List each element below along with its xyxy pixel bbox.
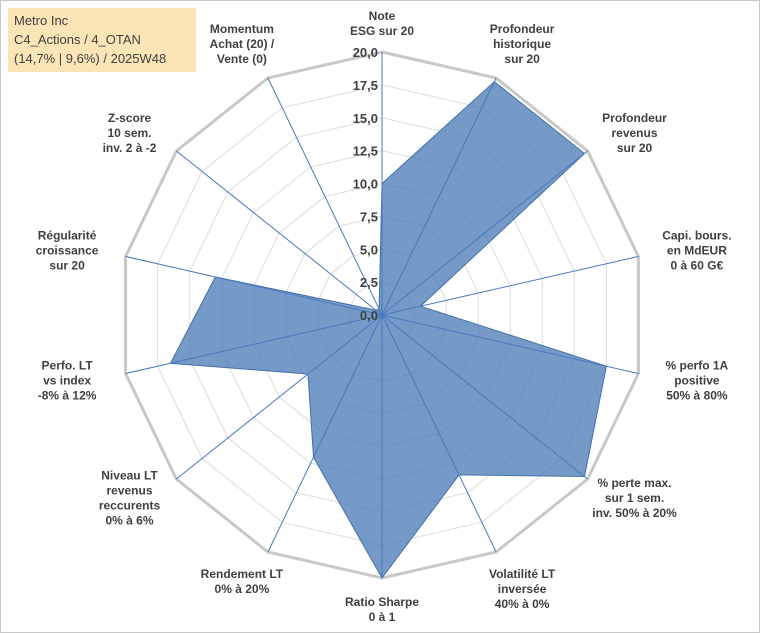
tick-label: 15,0 xyxy=(353,111,378,126)
axis-label-line: vs index xyxy=(43,374,91,388)
axis-label-line: 0% à 20% xyxy=(215,582,270,596)
axis-label-line: Perfo. LT xyxy=(42,359,94,373)
axis-label-line: sur 1 sem. xyxy=(605,491,664,505)
axis-label-line: sur 20 xyxy=(49,258,85,272)
axis-label-line: inv. 2 à -2 xyxy=(103,141,157,155)
tick-label: 0,0 xyxy=(360,308,378,323)
axis-label-line: Profondeur xyxy=(602,111,667,125)
axis-label: Note ESG sur 20 xyxy=(350,9,414,38)
axis-label: Ratio Sharpe 0 à 1 xyxy=(345,595,419,624)
tick-label: 10,0 xyxy=(353,177,378,192)
category-labels: Note ESG sur 20 Profondeur historique sur 20… xyxy=(36,9,732,624)
axis-label-line: Capi. bours. xyxy=(662,228,731,242)
axis-label: Capi. bours. en MdEUR 0 à 60 G€ xyxy=(662,228,731,272)
tick-label: 5,0 xyxy=(360,242,378,257)
axis-label: Régularité croissance sur 20 xyxy=(36,228,99,272)
axis-label-line: Profondeur xyxy=(490,22,555,36)
axis-label-line: reccurents xyxy=(99,499,161,513)
axis-label-line: croissance xyxy=(36,243,99,257)
axis-spoke xyxy=(176,150,383,316)
performance-week: (14,7% | 9,6%) / 2025W48 xyxy=(14,51,167,66)
tick-label: 12,5 xyxy=(353,144,378,159)
radial-tick-labels: 0,0 2,5 5,0 7,5 10,0 12,5 15,0 17,5 20,0 xyxy=(353,45,378,323)
axis-label: Z-score 10 sem. inv. 2 à -2 xyxy=(103,111,157,155)
tick-label: 2,5 xyxy=(360,275,378,290)
axis-spoke xyxy=(381,77,497,316)
axis-label-line: revenus xyxy=(611,126,657,140)
axis-label: % perfo 1A positive 50% à 80% xyxy=(666,359,729,403)
axis-label: Perfo. LT vs index -8% à 12% xyxy=(38,359,97,403)
axis-label-line: Achat (20) / xyxy=(210,37,275,51)
axis-label-line: 0 à 1 xyxy=(369,610,396,624)
axis-spoke xyxy=(125,256,383,316)
axis-label: Rendement LT 0% à 20% xyxy=(201,567,284,596)
axis-label-line: -8% à 12% xyxy=(38,389,97,403)
axis-label-line: 0 à 60 G€ xyxy=(671,258,724,272)
tick-label: 20,0 xyxy=(353,45,378,60)
axis-label-line: en MdEUR xyxy=(667,243,727,257)
axis-label-line: 40% à 0% xyxy=(495,597,550,611)
portfolio-name: C4_Actions / 4_OTAN xyxy=(14,32,141,47)
axis-label-line: % perte max. xyxy=(597,476,671,490)
info-box: Metro Inc C4_Actions / 4_OTAN (14,7% | 9… xyxy=(8,8,196,72)
radar-series xyxy=(169,80,607,579)
axis-label-line: 0% à 6% xyxy=(105,514,153,528)
axis-label-line: Vente (0) xyxy=(217,52,267,66)
axis-label-line: Ratio Sharpe xyxy=(345,595,419,609)
axis-spoke xyxy=(381,150,588,316)
axis-label: Momentum Achat (20) / Vente (0) xyxy=(210,22,275,66)
axis-label-line: positive xyxy=(674,374,720,388)
axis-label: Volatilité LT inversée 40% à 0% xyxy=(489,567,556,611)
axis-spoke xyxy=(381,314,639,374)
axis-label-line: inv. 50% à 20% xyxy=(592,506,677,520)
axis-label-line: Note xyxy=(369,9,396,23)
radar-axes xyxy=(125,52,639,578)
axis-label-line: revenus xyxy=(106,484,152,498)
axis-label-line: 50% à 80% xyxy=(666,389,728,403)
axis-label-line: sur 20 xyxy=(617,141,653,155)
axis-label-line: Momentum xyxy=(210,22,274,36)
axis-label-line: historique xyxy=(493,37,551,51)
series-area xyxy=(169,80,607,579)
tick-label: 17,5 xyxy=(353,78,378,93)
axis-label-line: % perfo 1A xyxy=(666,359,729,373)
axis-label-line: inversée xyxy=(498,582,547,596)
axis-label-line: Volatilité LT xyxy=(489,567,556,581)
axis-label-line: sur 20 xyxy=(504,52,540,66)
axis-spoke xyxy=(267,314,383,553)
axis-spoke xyxy=(381,314,497,553)
tick-label: 7,5 xyxy=(360,209,378,224)
axis-label: Profondeur revenus sur 20 xyxy=(602,111,667,155)
axis-label-line: Z-score xyxy=(108,111,152,125)
axis-label-line: 10 sem. xyxy=(107,126,151,140)
axis-label-line: Régularité xyxy=(38,228,97,242)
axis-spoke xyxy=(125,314,383,374)
axis-label-line: ESG sur 20 xyxy=(350,24,414,38)
axis-label: Niveau LT revenus reccurents 0% à 6% xyxy=(99,469,161,528)
axis-label-line: Rendement LT xyxy=(201,567,284,581)
axis-label: % perte max. sur 1 sem. inv. 50% à 20% xyxy=(592,476,677,520)
axis-spoke xyxy=(381,314,588,480)
axis-spoke xyxy=(267,77,383,316)
axis-spoke xyxy=(381,256,639,316)
company-name: Metro Inc xyxy=(14,13,69,28)
axis-label: Profondeur historique sur 20 xyxy=(490,22,555,66)
axis-label-line: Niveau LT xyxy=(101,469,158,483)
axis-spoke xyxy=(176,314,383,480)
